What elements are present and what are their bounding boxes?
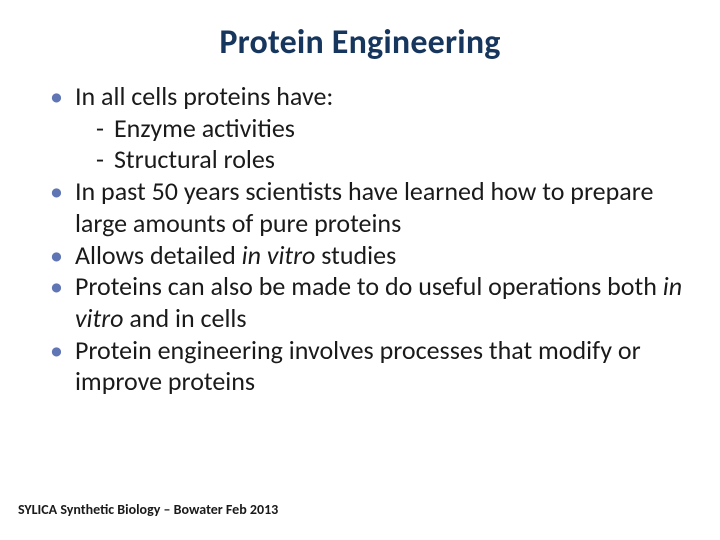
bullet-marker: • (50, 176, 63, 208)
content-area: • In all cells proteins have: - Enzyme a… (28, 81, 692, 398)
sub-text: Enzyme activities (114, 113, 295, 145)
italic-text: in vitro (242, 239, 316, 271)
footer-text: SYLICA Synthetic Biology – Bowater Feb 2… (18, 501, 278, 518)
bullet-text: Protein engineering involves processes t… (75, 335, 692, 398)
bullet-text: In all cells proteins have: (75, 81, 692, 113)
sub-item: - Enzyme activities (50, 113, 692, 145)
slide-container: Protein Engineering • In all cells prote… (0, 0, 720, 540)
bullet-marker: • (50, 81, 63, 113)
bullet-item: • Protein engineering involves processes… (50, 335, 692, 398)
bullet-item: • Proteins can also be made to do useful… (50, 271, 692, 334)
bullet-item: • In past 50 years scientists have learn… (50, 176, 692, 239)
bullet-text: In past 50 years scientists have learned… (75, 176, 692, 239)
page-title: Protein Engineering (28, 22, 692, 63)
bullet-marker: • (50, 240, 63, 272)
sub-text: Structural roles (114, 144, 275, 176)
sub-marker: - (96, 113, 104, 145)
sub-marker: - (96, 144, 104, 176)
bullet-marker: • (50, 335, 63, 367)
bullet-item: • Allows detailed in vitro studies (50, 240, 692, 272)
sub-item: - Structural roles (50, 144, 692, 176)
bullet-text: Allows detailed in vitro studies (75, 240, 692, 272)
bullet-text: Proteins can also be made to do useful o… (75, 271, 692, 334)
bullet-item: • In all cells proteins have: (50, 81, 692, 113)
bullet-marker: • (50, 271, 63, 303)
